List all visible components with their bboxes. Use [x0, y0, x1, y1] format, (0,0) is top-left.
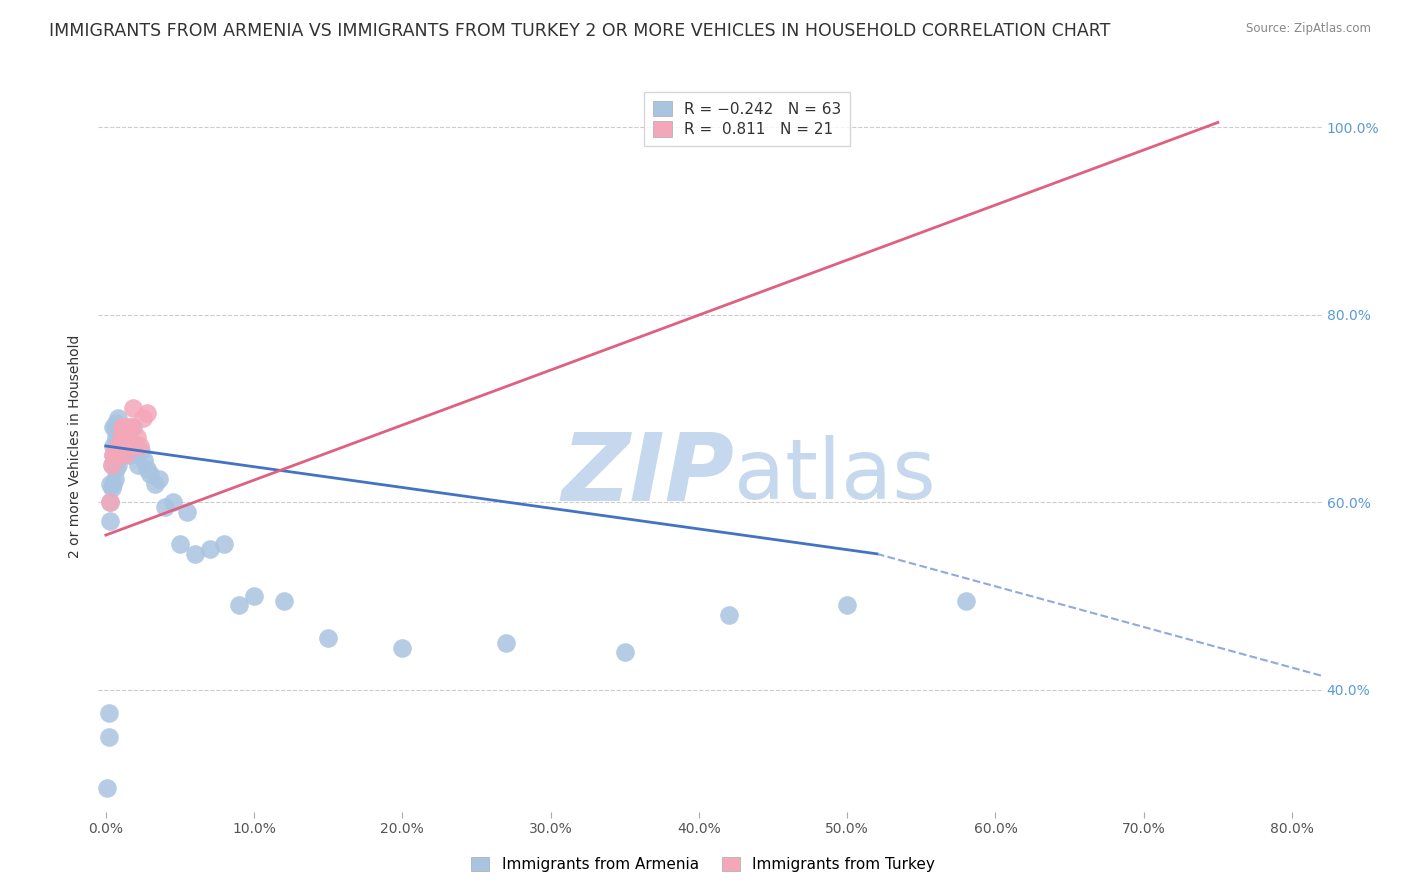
- Point: [184, 547, 207, 561]
- Point: [107, 410, 129, 425]
- Point: [112, 420, 135, 434]
- Point: [114, 449, 136, 463]
- Point: [136, 462, 159, 476]
- Point: [107, 458, 129, 472]
- Point: [148, 472, 170, 486]
- Point: [97, 730, 120, 744]
- Point: [115, 429, 138, 443]
- Point: [110, 429, 132, 443]
- Point: [104, 439, 127, 453]
- Point: [124, 439, 146, 453]
- Point: [120, 434, 142, 449]
- Point: [153, 500, 176, 514]
- Point: [107, 429, 129, 443]
- Point: [132, 410, 155, 425]
- Point: [108, 439, 131, 453]
- Point: [139, 467, 162, 482]
- Point: [108, 449, 131, 463]
- Point: [127, 458, 149, 472]
- Point: [214, 537, 236, 551]
- Point: [104, 420, 127, 434]
- Point: [105, 429, 128, 443]
- Point: [98, 495, 121, 509]
- Text: Source: ZipAtlas.com: Source: ZipAtlas.com: [1246, 22, 1371, 36]
- Point: [122, 439, 145, 453]
- Point: [114, 443, 136, 458]
- Point: [955, 593, 977, 607]
- Point: [228, 599, 250, 613]
- Point: [105, 462, 128, 476]
- Point: [391, 640, 413, 655]
- Point: [117, 443, 139, 458]
- Point: [98, 476, 121, 491]
- Text: atlas: atlas: [734, 434, 936, 516]
- Point: [316, 632, 339, 646]
- Point: [125, 429, 148, 443]
- Point: [118, 449, 141, 463]
- Point: [107, 439, 129, 453]
- Point: [134, 453, 156, 467]
- Point: [98, 514, 121, 528]
- Point: [120, 420, 142, 434]
- Legend: R = −0.242   N = 63, R =  0.811   N = 21: R = −0.242 N = 63, R = 0.811 N = 21: [644, 92, 851, 146]
- Point: [117, 420, 139, 434]
- Point: [115, 439, 138, 453]
- Point: [96, 781, 118, 796]
- Point: [112, 429, 135, 443]
- Point: [103, 449, 125, 463]
- Point: [97, 706, 120, 721]
- Point: [129, 439, 152, 453]
- Point: [104, 453, 127, 467]
- Point: [103, 420, 125, 434]
- Point: [198, 542, 221, 557]
- Point: [495, 636, 517, 650]
- Point: [176, 505, 198, 519]
- Legend: Immigrants from Armenia, Immigrants from Turkey: Immigrants from Armenia, Immigrants from…: [464, 849, 942, 880]
- Point: [837, 599, 859, 613]
- Point: [108, 439, 131, 453]
- Point: [107, 439, 129, 453]
- Text: IMMIGRANTS FROM ARMENIA VS IMMIGRANTS FROM TURKEY 2 OR MORE VEHICLES IN HOUSEHOL: IMMIGRANTS FROM ARMENIA VS IMMIGRANTS FR…: [49, 22, 1111, 40]
- Point: [110, 439, 132, 453]
- Point: [273, 593, 295, 607]
- Point: [717, 607, 740, 622]
- Point: [110, 429, 132, 443]
- Point: [105, 439, 128, 453]
- Point: [111, 439, 134, 453]
- Point: [100, 458, 122, 472]
- Text: ZIP: ZIP: [561, 429, 734, 521]
- Point: [613, 645, 636, 659]
- Point: [121, 401, 143, 416]
- Point: [105, 416, 128, 430]
- Point: [169, 537, 191, 551]
- Point: [98, 495, 121, 509]
- Point: [131, 443, 153, 458]
- Point: [105, 449, 128, 463]
- Y-axis label: 2 or more Vehicles in Household: 2 or more Vehicles in Household: [69, 334, 83, 558]
- Point: [104, 443, 127, 458]
- Point: [103, 439, 125, 453]
- Point: [100, 481, 122, 495]
- Point: [103, 476, 125, 491]
- Point: [111, 420, 134, 434]
- Point: [100, 458, 122, 472]
- Point: [104, 472, 127, 486]
- Point: [105, 449, 128, 463]
- Point: [136, 406, 159, 420]
- Point: [143, 476, 166, 491]
- Point: [118, 439, 141, 453]
- Point: [162, 495, 184, 509]
- Point: [110, 449, 132, 463]
- Point: [243, 589, 266, 603]
- Point: [103, 449, 125, 463]
- Point: [121, 420, 143, 434]
